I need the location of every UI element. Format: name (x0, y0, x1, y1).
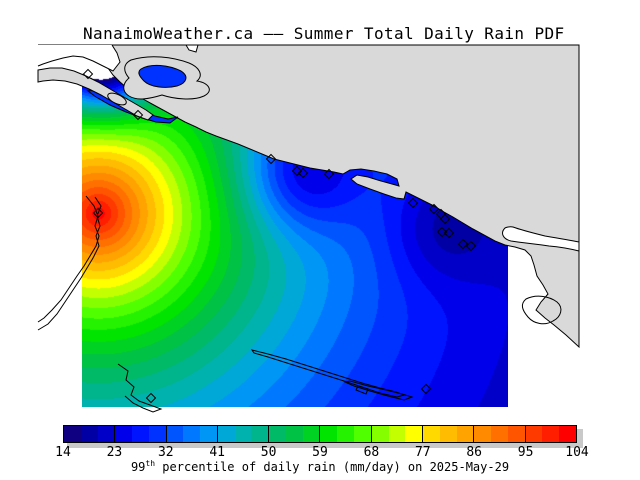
colorbar-segment (439, 426, 457, 442)
colorbar-segment (559, 426, 576, 442)
colorbar-segment (507, 426, 525, 442)
colorbar-tick-label: 50 (260, 445, 277, 460)
colorbar-segment (251, 426, 269, 442)
colorbar-segment (354, 426, 371, 442)
colorbar-segment (337, 426, 355, 442)
colorbar-segment (422, 426, 440, 442)
colorbar-tick-label: 104 (565, 445, 589, 460)
page-title: NanaimoWeather.ca —— Summer Total Daily … (83, 24, 565, 43)
colorbar-tick-label: 68 (363, 445, 380, 460)
colorbar-segment (183, 426, 201, 442)
colorbar-segment (370, 426, 389, 442)
colorbar-tick-label: 23 (106, 445, 123, 460)
caption-superscript: th (145, 459, 156, 468)
colorbar-segment (491, 426, 508, 442)
colorbar-segment (319, 426, 338, 442)
colorbar-segment (216, 426, 235, 442)
colorbar-segment (524, 426, 543, 442)
colorbar-segment (302, 426, 320, 442)
colorbar-tick-label: 95 (517, 445, 534, 460)
colorbar-segment (456, 426, 474, 442)
colorbar-segment (80, 426, 98, 442)
colorbar-segment (405, 426, 423, 442)
colorbar-segment (64, 426, 81, 442)
colorbar-caption: 99th percentile of daily rain (mm/day) o… (130, 459, 510, 475)
northwest-channel-coastline (37, 44, 121, 72)
rain-pdf-heatmap-field (82, 70, 508, 407)
colorbar-segment (132, 426, 149, 442)
colorbar-segment (148, 426, 166, 442)
colorbar-segment (200, 426, 217, 442)
colorbar-tick-label: 77 (414, 445, 431, 460)
colorbar-segment (97, 426, 115, 442)
colorbar-track (64, 426, 576, 442)
right-inlet-sea (502, 226, 580, 252)
northwest-channel-sea (38, 45, 120, 71)
colorbar-segment (388, 426, 406, 442)
colorbar-tick-label: 41 (209, 445, 226, 460)
caption-text: percentile of daily rain (mm/day) on 202… (155, 460, 510, 474)
colorbar-segment (268, 426, 286, 442)
colorbar-tick-label: 59 (312, 445, 328, 460)
colorbar-segment (234, 426, 252, 442)
colorbar-segment (542, 426, 560, 442)
colorbar-tick-label: 86 (466, 445, 483, 460)
colorbar-tick-labels: 14 23 32 41 50 59 68 77 86 95 104 (0, 446, 640, 460)
colorbar (63, 425, 577, 443)
gulf-island-outline (521, 295, 562, 325)
colorbar-segment (165, 426, 184, 442)
colorbar-tick-label: 32 (157, 445, 174, 460)
colorbar-segment (114, 426, 133, 442)
colorbar-segment (285, 426, 303, 442)
colorbar-tick-label: 14 (55, 445, 71, 460)
caption-percentile: 99 (130, 460, 146, 474)
top-edge-inlet (185, 44, 199, 53)
colorbar-segment (473, 426, 492, 442)
